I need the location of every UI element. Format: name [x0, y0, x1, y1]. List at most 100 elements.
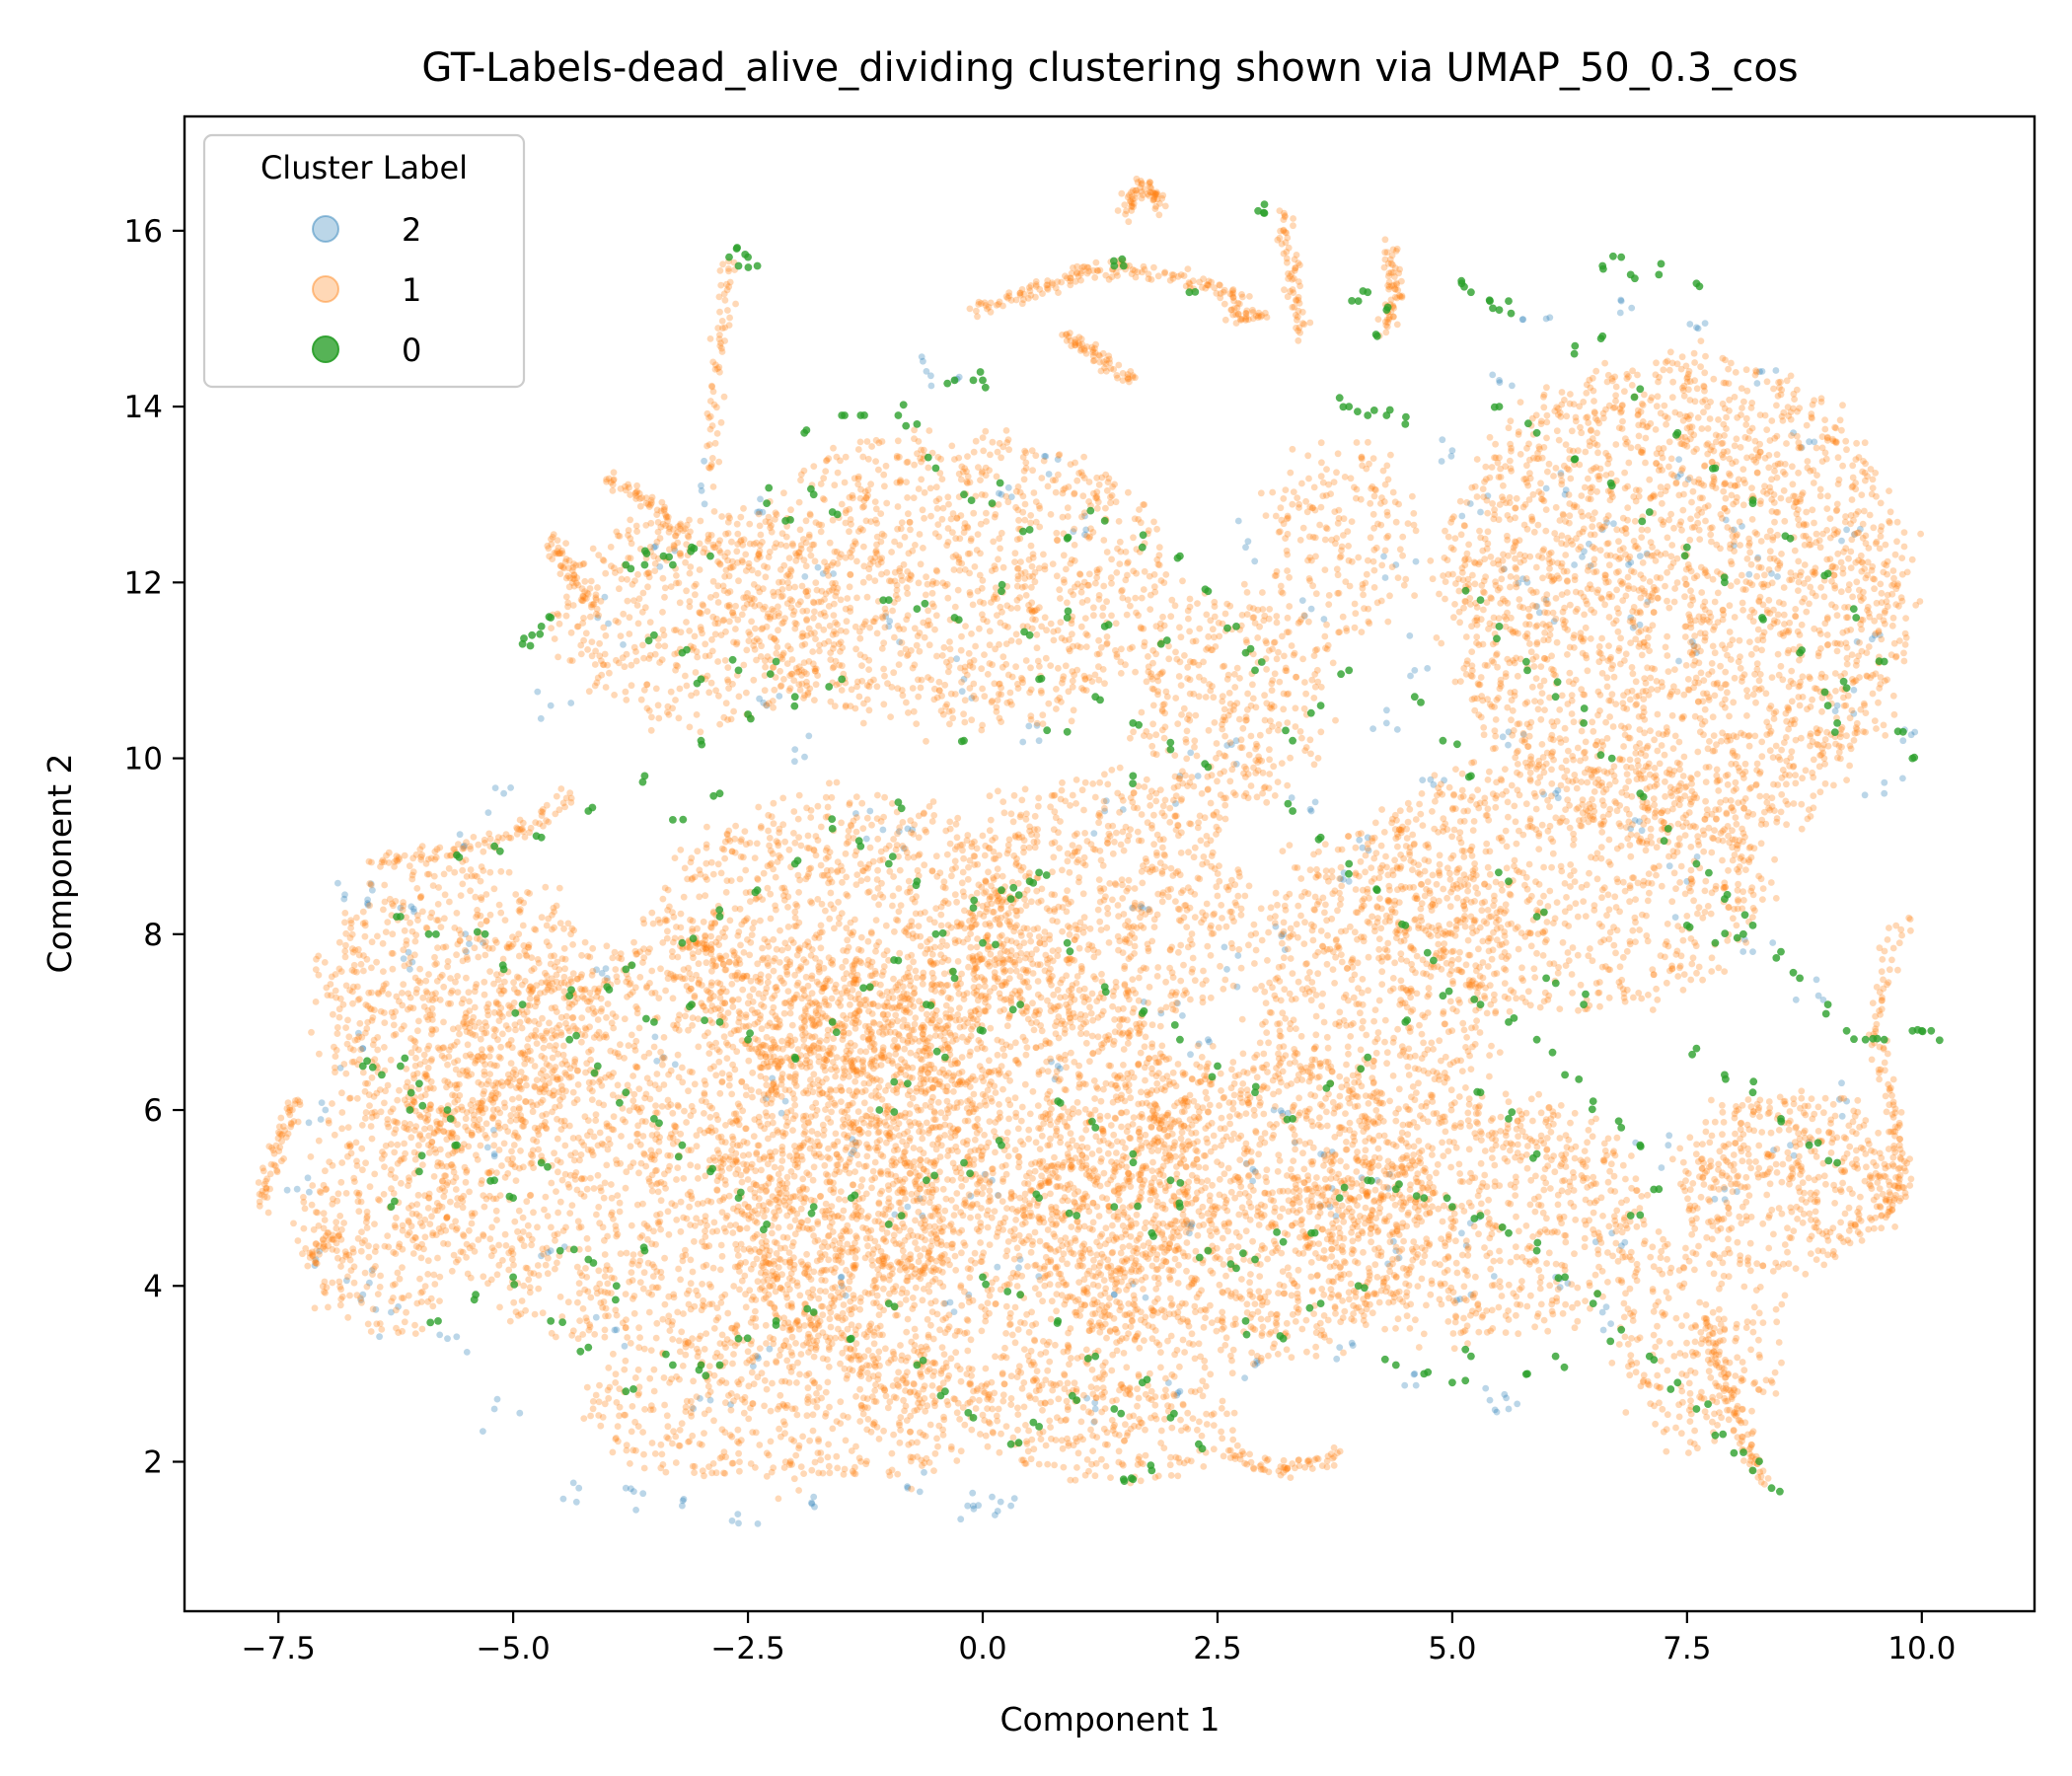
- series-1-point: [530, 1270, 538, 1277]
- series-1-point: [669, 995, 677, 1002]
- series-1-point: [665, 1312, 673, 1320]
- series-1-point: [1012, 1039, 1019, 1047]
- series-1-point: [864, 1347, 872, 1354]
- series-2-point: [1340, 876, 1347, 883]
- series-1-point: [576, 1317, 583, 1324]
- series-1-point: [1021, 1346, 1028, 1353]
- series-2-point: [1876, 631, 1884, 638]
- series-1-point: [690, 1107, 698, 1115]
- series-1-point: [1029, 999, 1036, 1007]
- series-1-point: [648, 1284, 656, 1292]
- series-1-point: [965, 1077, 973, 1084]
- series-2-point: [1285, 1109, 1292, 1117]
- series-2-point: [1636, 621, 1644, 629]
- series-2-point: [941, 1299, 949, 1307]
- series-2-point: [970, 1502, 977, 1510]
- series-1-point: [788, 1325, 795, 1333]
- series-1-point: [593, 1290, 601, 1297]
- series-1-point: [749, 986, 757, 994]
- series-1-point: [579, 1331, 587, 1338]
- series-1-point: [604, 1280, 612, 1288]
- series-1-point: [868, 1353, 876, 1360]
- series-2-point: [1081, 531, 1088, 539]
- series-1-point: [582, 1265, 589, 1272]
- series-1-point: [913, 974, 921, 982]
- series-2-point: [1137, 903, 1145, 910]
- series-1-point: [584, 1132, 591, 1140]
- series-2-point: [1564, 1280, 1572, 1287]
- series-2-point: [1317, 1150, 1324, 1157]
- series-2-point: [312, 1256, 320, 1263]
- series-1-point: [639, 1200, 646, 1208]
- series-1-point: [862, 1162, 870, 1170]
- series-1-point: [1109, 1098, 1117, 1106]
- series-2-point: [547, 1247, 555, 1254]
- series-1-point: [1011, 1147, 1019, 1153]
- series-2-point: [1392, 1247, 1400, 1254]
- series-1-point: [861, 1289, 869, 1296]
- series-2-point: [1499, 733, 1507, 741]
- series-1-point: [967, 1204, 975, 1212]
- series-1-point: [511, 1218, 519, 1225]
- series-2-point: [967, 1192, 975, 1200]
- series-1-point: [940, 970, 948, 978]
- series-1-point: [734, 1203, 742, 1211]
- series-2-point: [436, 1331, 444, 1339]
- series-1-point: [814, 1076, 822, 1083]
- series-1-point: [790, 1254, 797, 1261]
- series-2-point: [1665, 1132, 1673, 1140]
- series-1-point: [1003, 1281, 1011, 1289]
- series-2-point: [1119, 806, 1127, 813]
- series-2-point: [569, 1479, 577, 1487]
- series-2-point: [1627, 614, 1635, 622]
- series-1-point: [876, 1190, 884, 1198]
- series-1-point: [603, 1033, 610, 1041]
- series-1-point: [768, 1085, 776, 1092]
- series-1-point: [809, 1176, 817, 1184]
- series-1-point: [901, 1236, 909, 1244]
- series-1-point: [1052, 1073, 1060, 1080]
- series-1-point: [931, 1159, 938, 1167]
- series-1-point: [791, 1036, 799, 1044]
- series-1-point: [703, 1243, 710, 1250]
- series-1-point: [846, 1306, 853, 1313]
- series-1-point: [1126, 1242, 1133, 1250]
- series-1-point: [522, 1118, 529, 1126]
- series-1-point: [949, 1240, 956, 1248]
- series-2-point: [1174, 999, 1181, 1007]
- series-1-point: [650, 1227, 657, 1235]
- series-1-point: [991, 1068, 999, 1074]
- series-1-point: [595, 1099, 603, 1107]
- series-2-point: [367, 880, 375, 888]
- series-2-point: [1307, 605, 1315, 613]
- series-1-point: [877, 1170, 885, 1178]
- series-2-point: [1349, 1342, 1357, 1349]
- series-1-point: [539, 1096, 547, 1104]
- series-1-point: [956, 1366, 964, 1373]
- series-1-point: [578, 1038, 585, 1046]
- series-1-point: [530, 1209, 537, 1217]
- series-1-point: [1113, 1138, 1121, 1146]
- series-1-point: [562, 1012, 570, 1020]
- series-1-point: [739, 1107, 747, 1115]
- series-1-point: [621, 1055, 628, 1062]
- series-1-point: [689, 1069, 696, 1076]
- series-1-point: [791, 1143, 798, 1149]
- series-1-point: [839, 1291, 847, 1298]
- series-1-point: [805, 1225, 813, 1233]
- series-1-point: [1007, 1194, 1015, 1201]
- series-1-point: [788, 1333, 796, 1341]
- series-1-point: [1295, 1094, 1302, 1102]
- series-1-point: [821, 1251, 829, 1258]
- series-1-point: [1059, 1197, 1067, 1205]
- series-1-point: [770, 957, 777, 965]
- series-1-point: [837, 1279, 845, 1286]
- series-1-point: [561, 1170, 569, 1178]
- series-1-point: [765, 1091, 772, 1099]
- series-2-point: [1772, 367, 1780, 374]
- series-2-point: [1407, 672, 1414, 680]
- series-1-point: [853, 1151, 861, 1159]
- series-1-point: [682, 1246, 689, 1254]
- series-1-point: [788, 1242, 796, 1250]
- series-1-point: [1052, 1022, 1059, 1030]
